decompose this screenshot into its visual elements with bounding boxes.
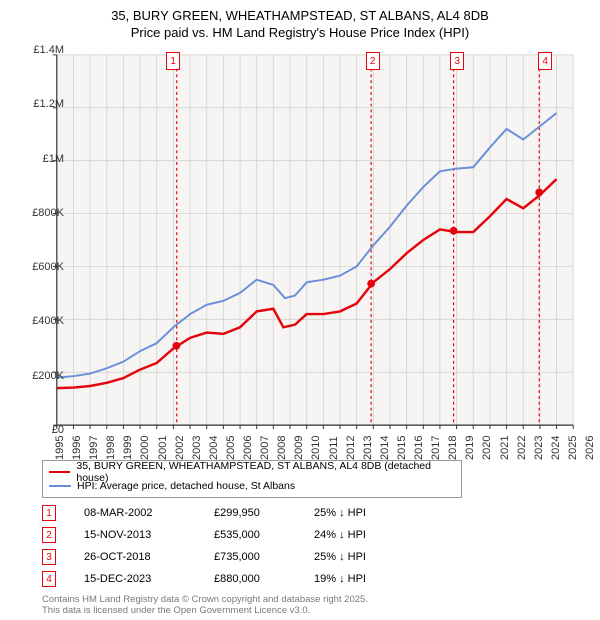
x-axis-label: 2006 xyxy=(242,436,254,460)
x-axis-label: 2020 xyxy=(481,436,493,460)
transaction-price: £535,000 xyxy=(214,529,314,541)
y-axis-label: £1.2M xyxy=(33,98,64,110)
x-axis-label: 2026 xyxy=(584,436,596,460)
footer-attribution: Contains HM Land Registry data © Crown c… xyxy=(42,594,368,617)
x-axis-label: 2015 xyxy=(396,436,408,460)
x-axis-label: 2000 xyxy=(139,436,151,460)
transaction-marker: 4 xyxy=(42,571,56,587)
x-axis-label: 2011 xyxy=(328,436,340,460)
chart-marker: 4 xyxy=(538,52,552,70)
x-axis-label: 2025 xyxy=(567,436,579,460)
legend-box: 35, BURY GREEN, WHEATHAMPSTEAD, ST ALBAN… xyxy=(42,460,462,498)
chart-title: 35, BURY GREEN, WHEATHAMPSTEAD, ST ALBAN… xyxy=(0,0,600,42)
y-axis-label: £1M xyxy=(43,153,64,165)
chart-svg xyxy=(50,50,580,430)
y-axis-label: £800K xyxy=(32,207,64,219)
x-axis-label: 2016 xyxy=(413,436,425,460)
x-axis-label: 2005 xyxy=(225,436,237,460)
chart-container: 35, BURY GREEN, WHEATHAMPSTEAD, ST ALBAN… xyxy=(0,0,600,620)
footer-line-1: Contains HM Land Registry data © Crown c… xyxy=(42,594,368,605)
transaction-price: £735,000 xyxy=(214,551,314,563)
x-axis-label: 2018 xyxy=(447,436,459,460)
transaction-date: 26-OCT-2018 xyxy=(84,551,214,563)
title-line-1: 35, BURY GREEN, WHEATHAMPSTEAD, ST ALBAN… xyxy=(0,8,600,25)
x-axis-label: 2004 xyxy=(208,436,220,460)
transaction-diff: 25% ↓ HPI xyxy=(314,551,414,563)
x-axis-label: 1997 xyxy=(88,436,100,460)
transaction-marker: 2 xyxy=(42,527,56,543)
x-axis-label: 2008 xyxy=(276,436,288,460)
y-axis-label: £600K xyxy=(32,261,64,273)
chart-plot-area xyxy=(50,50,580,430)
legend-label: HPI: Average price, detached house, St A… xyxy=(77,480,295,492)
transaction-date: 15-DEC-2023 xyxy=(84,573,214,585)
x-axis-label: 2009 xyxy=(293,436,305,460)
transaction-marker: 3 xyxy=(42,549,56,565)
transaction-row: 4 15-DEC-2023£880,00019% ↓ HPI xyxy=(42,568,414,590)
x-axis-label: 2014 xyxy=(379,436,391,460)
x-axis-label: 2013 xyxy=(362,436,374,460)
x-axis-label: 1996 xyxy=(71,436,83,460)
transactions-table: 108-MAR-2002£299,95025% ↓ HPI215-NOV-201… xyxy=(42,502,414,590)
title-line-2: Price paid vs. HM Land Registry's House … xyxy=(0,25,600,42)
transaction-diff: 25% ↓ HPI xyxy=(314,507,414,519)
x-axis-label: 2007 xyxy=(259,436,271,460)
x-axis-label: 2023 xyxy=(533,436,545,460)
transaction-price: £880,000 xyxy=(214,573,314,585)
chart-marker: 3 xyxy=(450,52,464,70)
y-axis-label: £400K xyxy=(32,315,64,327)
chart-marker: 2 xyxy=(366,52,380,70)
transaction-marker: 1 xyxy=(42,505,56,521)
x-axis-label: 2010 xyxy=(310,436,322,460)
x-axis-label: 2019 xyxy=(464,436,476,460)
chart-marker: 1 xyxy=(166,52,180,70)
y-axis-label: £200K xyxy=(32,370,64,382)
transaction-date: 15-NOV-2013 xyxy=(84,529,214,541)
transaction-diff: 24% ↓ HPI xyxy=(314,529,414,541)
transaction-row: 3 26-OCT-2018£735,00025% ↓ HPI xyxy=(42,546,414,568)
transaction-row: 2 15-NOV-2013£535,00024% ↓ HPI xyxy=(42,524,414,546)
y-axis-label: £1.4M xyxy=(33,44,64,56)
x-axis-label: 2003 xyxy=(191,436,203,460)
x-axis-label: 2022 xyxy=(516,436,528,460)
x-axis-label: 2021 xyxy=(499,436,511,460)
y-axis-label: £0 xyxy=(52,424,64,436)
legend-swatch xyxy=(49,471,70,474)
x-axis-label: 2001 xyxy=(157,436,169,460)
x-axis-label: 2002 xyxy=(174,436,186,460)
legend-item: 35, BURY GREEN, WHEATHAMPSTEAD, ST ALBAN… xyxy=(49,465,455,479)
x-axis-label: 2024 xyxy=(550,436,562,460)
x-axis-label: 2017 xyxy=(430,436,442,460)
x-axis-label: 1999 xyxy=(122,436,134,460)
x-axis-label: 2012 xyxy=(345,436,357,460)
x-axis-label: 1998 xyxy=(105,436,117,460)
transaction-price: £299,950 xyxy=(214,507,314,519)
legend-swatch xyxy=(49,485,71,488)
footer-line-2: This data is licensed under the Open Gov… xyxy=(42,605,368,616)
x-axis-label: 1995 xyxy=(54,436,66,460)
transaction-date: 08-MAR-2002 xyxy=(84,507,214,519)
transaction-row: 1 08-MAR-2002£299,95025% ↓ HPI xyxy=(42,502,414,524)
transaction-diff: 19% ↓ HPI xyxy=(314,573,414,585)
